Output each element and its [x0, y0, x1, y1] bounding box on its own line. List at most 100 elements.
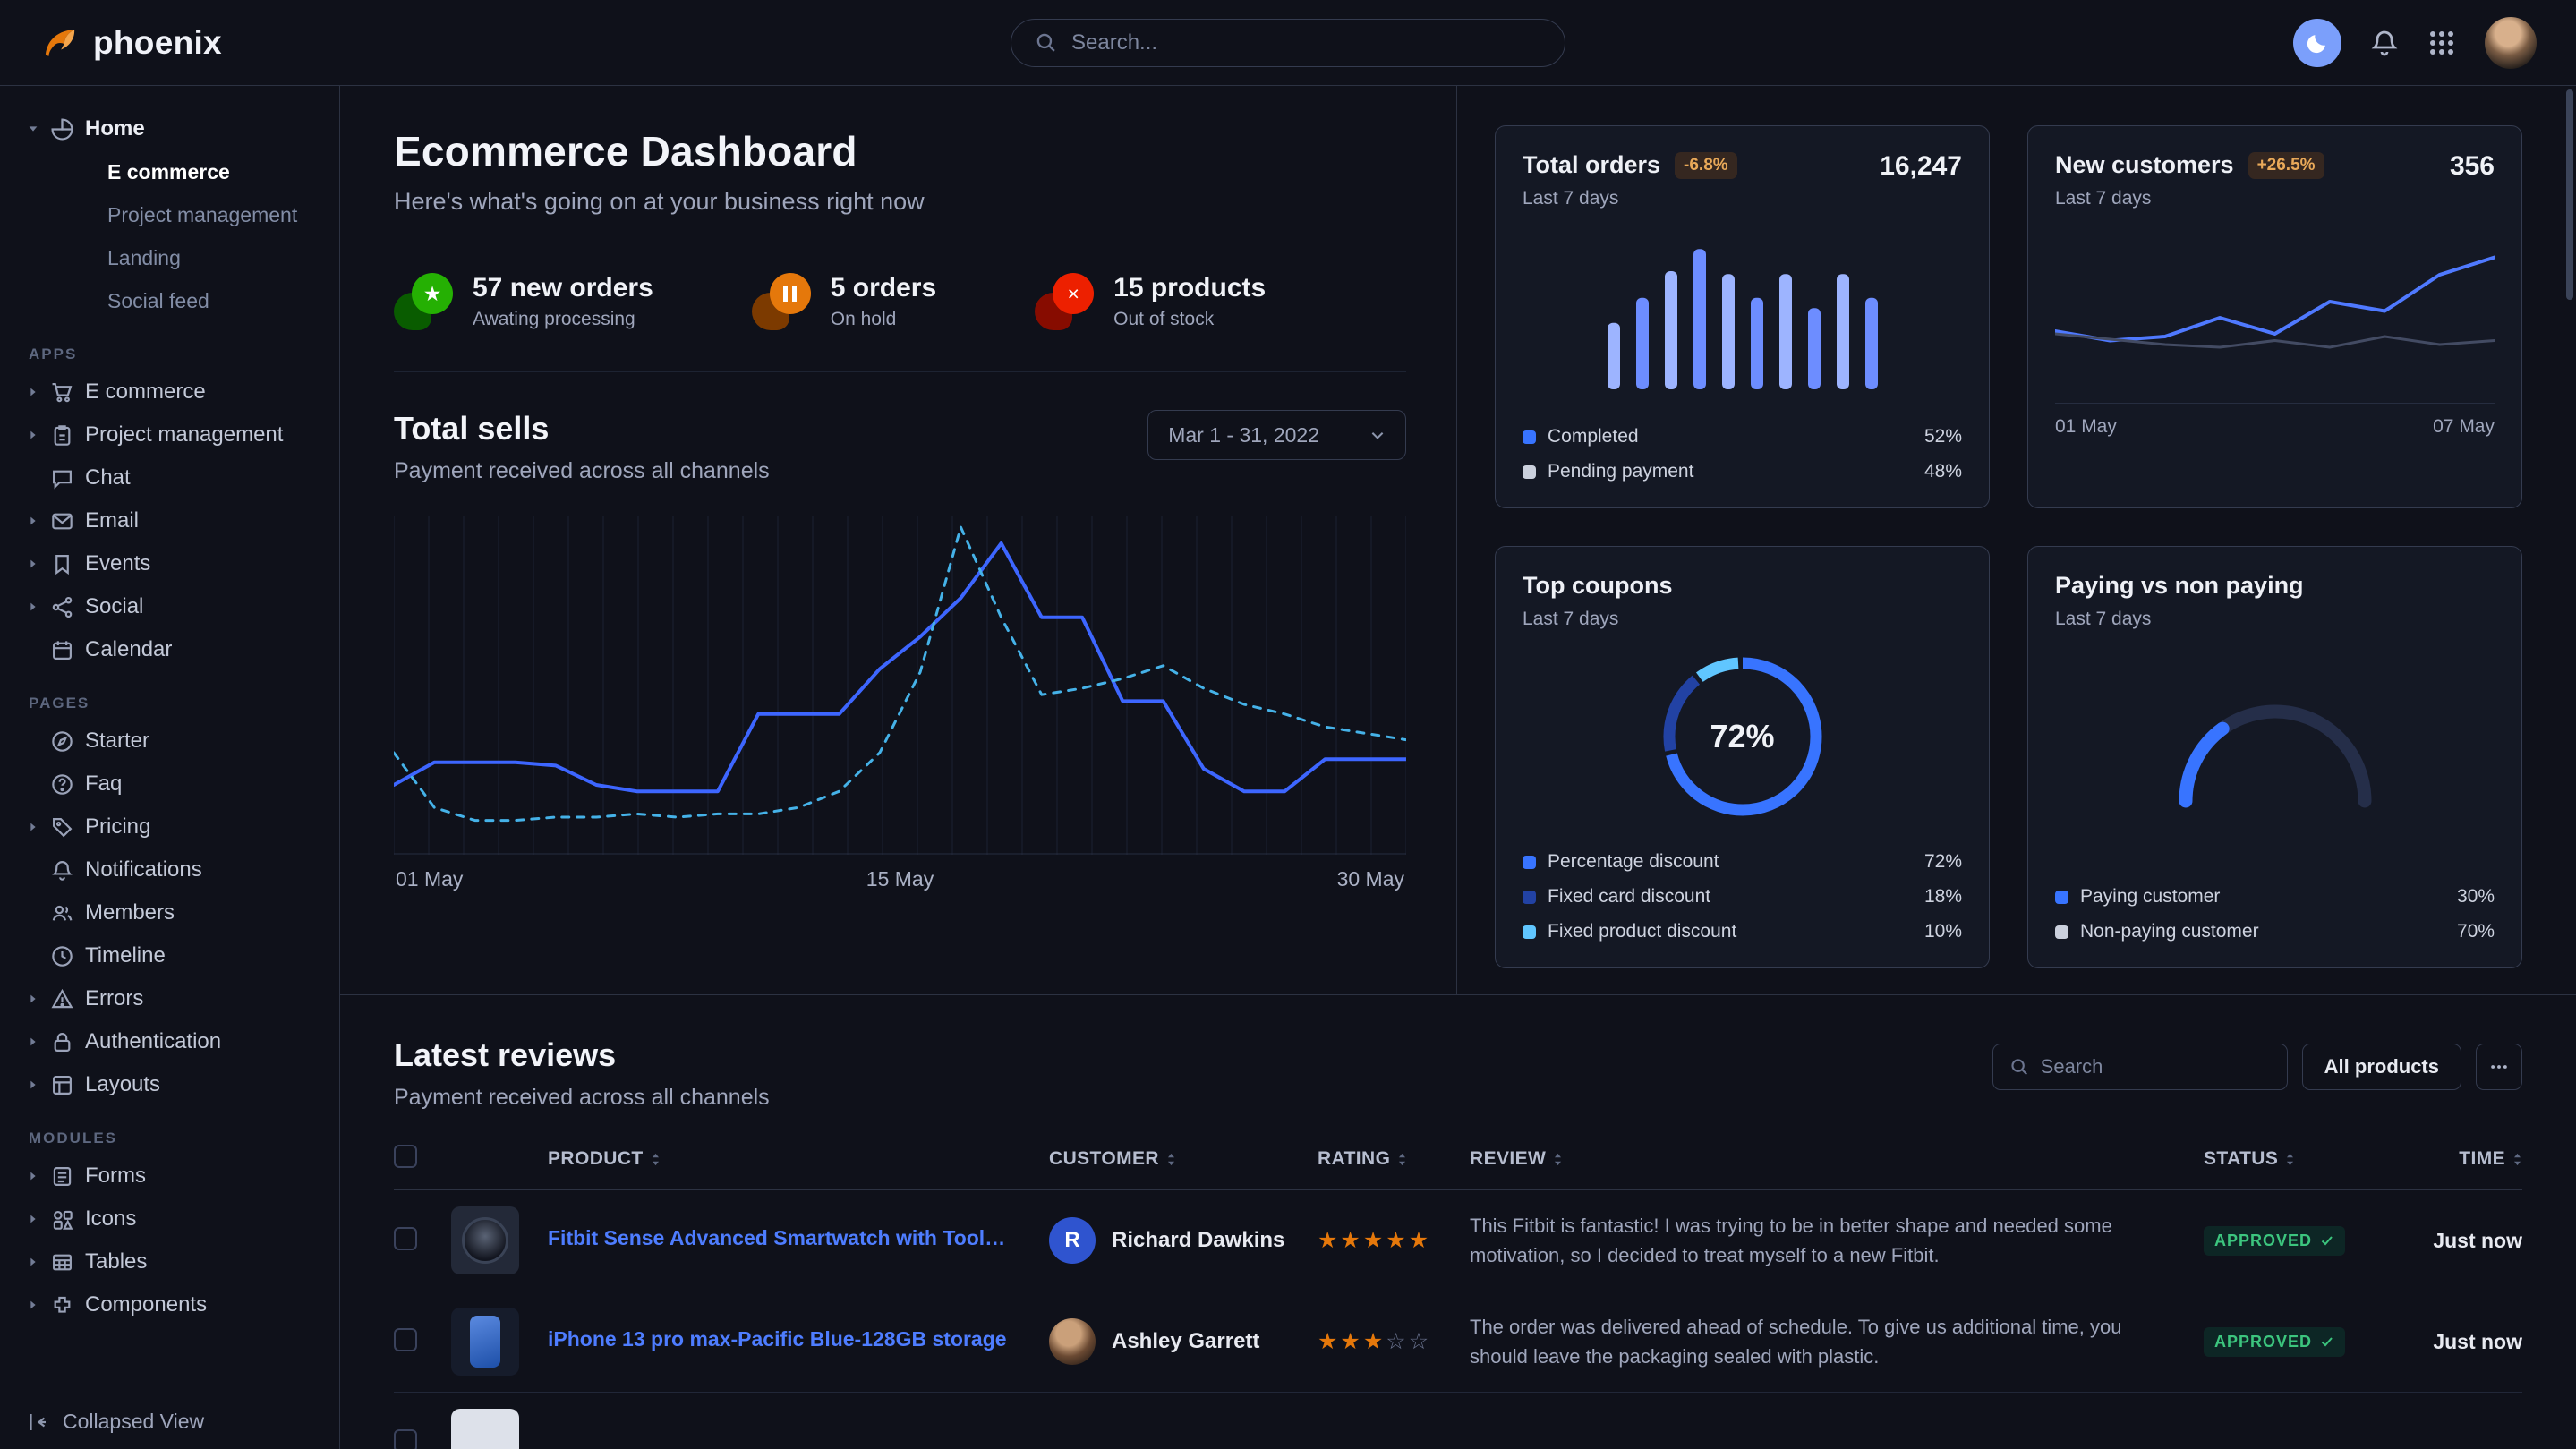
new-customers-card: New customers +26.5% Last 7 days 356 01 …	[2027, 125, 2522, 508]
theme-toggle-button[interactable]	[2293, 18, 2341, 67]
sidebar-subitem-social-feed[interactable]: Social feed	[107, 288, 209, 312]
product-thumbnail	[451, 1409, 519, 1449]
sidebar-item-errors[interactable]: Errors	[27, 977, 320, 1020]
header-checkbox-cell	[394, 1145, 451, 1190]
sidebar-item-email[interactable]: Email	[27, 499, 320, 542]
latest-reviews-section: Latest reviews Payment received across a…	[340, 995, 2576, 1449]
form-icon	[51, 1165, 73, 1188]
stat-value: 15 products	[1113, 273, 1267, 303]
users-icon	[51, 902, 73, 925]
sidebar-item-label: E commerce	[85, 379, 206, 404]
legend-swatch-icon	[1523, 430, 1536, 444]
column-header-status[interactable]: STATUS	[2204, 1145, 2418, 1190]
sidebar-subitem-e-commerce[interactable]: E commerce	[107, 159, 230, 183]
product-thumbnail	[451, 1308, 519, 1376]
sidebar-item-events[interactable]: Events	[27, 542, 320, 585]
sidebar-item-notifications[interactable]: Notifications	[27, 848, 320, 891]
ellipsis-icon	[2489, 1057, 2509, 1077]
sidebar-item-forms[interactable]: Forms	[27, 1155, 320, 1198]
vertical-scrollbar[interactable]	[2566, 89, 2573, 300]
date-range-select[interactable]: Mar 1 - 31, 2022	[1147, 410, 1406, 460]
card-period: Last 7 days	[1523, 188, 1619, 209]
sidebar-item-home[interactable]: Home	[27, 107, 320, 150]
chevron-right-icon	[27, 1299, 39, 1311]
chevron-right-icon	[27, 1256, 39, 1268]
top-coupons-card: Top coupons Last 7 days 72% Percentage d…	[1495, 546, 1990, 968]
status-badge: APPROVED	[2204, 1326, 2346, 1357]
sidebar-item-label: Forms	[85, 1163, 146, 1188]
sidebar-item-starter[interactable]: Starter	[27, 720, 320, 763]
review-time: Just now	[2418, 1189, 2522, 1291]
donut-center-label: 72%	[1710, 718, 1775, 754]
sidebar-item-chat[interactable]: Chat	[27, 456, 320, 499]
user-avatar[interactable]	[2485, 16, 2537, 69]
sidebar-item-components[interactable]: Components	[27, 1283, 320, 1326]
sidebar-subitem-project-management[interactable]: Project management	[107, 202, 298, 226]
reviews-search-input[interactable]	[2040, 1055, 2299, 1078]
clock-icon	[51, 945, 73, 967]
legend-value: 52%	[1923, 426, 1962, 447]
sidebar-item-timeline[interactable]: Timeline	[27, 934, 320, 977]
moon-icon	[2306, 31, 2329, 55]
apps-grid-button[interactable]	[2427, 29, 2456, 57]
collapse-icon	[27, 1411, 48, 1433]
card-period: Last 7 days	[1523, 609, 1619, 629]
date-range-value: Mar 1 - 31, 2022	[1168, 422, 1319, 447]
column-header-product[interactable]: PRODUCT	[548, 1145, 1049, 1190]
bell-icon	[51, 859, 73, 882]
row-checkbox[interactable]	[394, 1226, 417, 1250]
column-header-rating[interactable]: RATING	[1318, 1145, 1470, 1190]
sidebar-subitem-landing[interactable]: Landing	[107, 245, 181, 269]
new-customers-line-chart	[2055, 255, 2495, 349]
sidebar-item-e-commerce[interactable]: E commerce	[27, 371, 320, 413]
chevron-right-icon	[27, 1170, 39, 1182]
column-header-customer[interactable]: CUSTOMER	[1049, 1145, 1318, 1190]
more-options-button[interactable]	[2476, 1044, 2522, 1090]
rating-stars: ★★★★★	[1318, 1228, 1432, 1253]
sidebar-item-social[interactable]: Social	[27, 585, 320, 628]
stat-on-hold: 5 orders On hold	[751, 273, 936, 330]
brand-logo[interactable]: phoenix	[39, 22, 222, 64]
product-link[interactable]: Fitbit Sense Advanced Smartwatch with To…	[548, 1226, 1013, 1249]
x-badge-icon: ×	[1035, 273, 1095, 330]
all-products-button[interactable]: All products	[2301, 1044, 2461, 1090]
row-checkbox[interactable]	[394, 1428, 417, 1449]
sidebar-item-authentication[interactable]: Authentication	[27, 1020, 320, 1063]
chat-icon	[51, 467, 73, 490]
sort-icon	[1397, 1153, 1407, 1166]
total-orders-legend: Completed 52% Pending payment 48%	[1523, 413, 1962, 482]
legend-value: 18%	[1923, 886, 1962, 907]
status-badge: APPROVED	[2204, 1225, 2346, 1256]
sidebar-item-members[interactable]: Members	[27, 891, 320, 934]
collapse-view-toggle[interactable]: Collapsed View	[0, 1394, 339, 1449]
sidebar-item-tables[interactable]: Tables	[27, 1240, 320, 1283]
select-all-checkbox[interactable]	[394, 1145, 417, 1168]
x-tick: 15 May	[866, 867, 934, 891]
sidebar-item-calendar[interactable]: Calendar	[27, 628, 320, 671]
customer-avatar	[1049, 1318, 1096, 1365]
global-search-input[interactable]	[1071, 30, 1541, 55]
notifications-bell-button[interactable]	[2370, 29, 2399, 57]
sidebar-item-label: Errors	[85, 986, 144, 1010]
stats-row: ★ 57 new orders Awating processing 5 ord…	[394, 273, 1406, 330]
sidebar-item-layouts[interactable]: Layouts	[27, 1063, 320, 1106]
sidebar-item-faq[interactable]: Faq	[27, 763, 320, 805]
table-icon	[51, 1251, 73, 1274]
sidebar-section-label: APPS	[29, 345, 78, 362]
column-header-review[interactable]: REVIEW	[1470, 1145, 2204, 1190]
star-badge-icon: ★	[394, 273, 453, 330]
column-header-time[interactable]: TIME	[2418, 1145, 2522, 1190]
sort-icon	[1553, 1153, 1563, 1166]
legend-swatch-icon	[1523, 855, 1536, 869]
table-row: Fitbit Sense Advanced Smartwatch with To…	[394, 1189, 2522, 1291]
legend-value: 10%	[1923, 921, 1962, 942]
new-customers-x-axis: 01 May 07 May	[2055, 403, 2495, 438]
dashboard-cards: Total orders -6.8% Last 7 days 16,247 Co…	[1457, 86, 2576, 994]
sidebar-item-project-management[interactable]: Project management	[27, 413, 320, 456]
calendar-icon	[51, 639, 73, 661]
stat-caption: Out of stock	[1113, 309, 1215, 329]
product-link[interactable]: iPhone 13 pro max-Pacific Blue-128GB sto…	[548, 1327, 1007, 1351]
row-checkbox[interactable]	[394, 1327, 417, 1351]
sidebar-item-pricing[interactable]: Pricing	[27, 805, 320, 848]
sidebar-item-icons[interactable]: Icons	[27, 1198, 320, 1240]
